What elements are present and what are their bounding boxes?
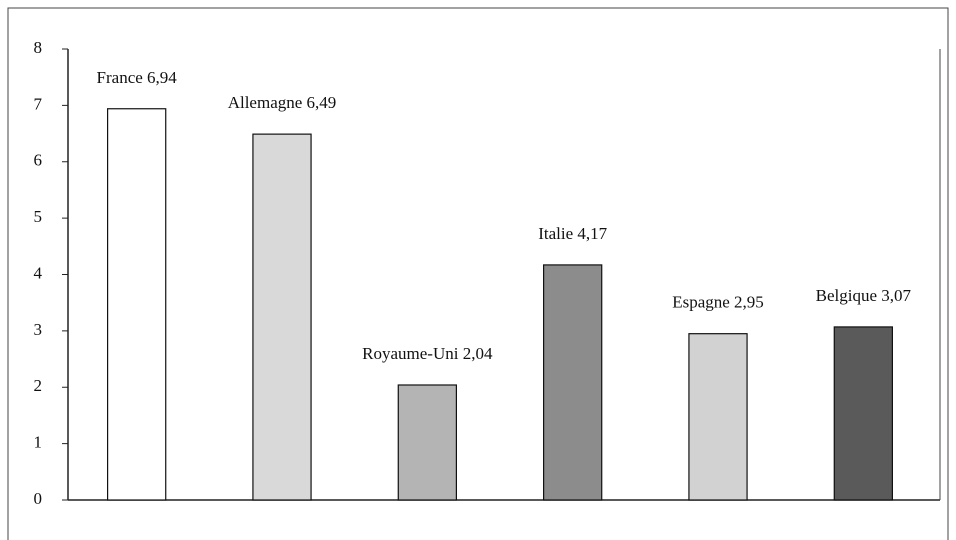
category-label: Royaume-Uni	[362, 344, 459, 363]
y-tick-label: 7	[34, 94, 43, 113]
bar	[397, 384, 457, 501]
bar	[542, 264, 603, 501]
data-label: France 6,94	[97, 68, 178, 87]
value-label: 2,95	[734, 293, 764, 312]
category-label: Belgique	[816, 286, 877, 305]
y-tick-label: 8	[34, 38, 43, 57]
y-tick-label: 1	[34, 433, 43, 452]
data-label: Italie 4,17	[538, 224, 607, 243]
value-label: 6,49	[307, 93, 337, 112]
y-tick-label: 6	[34, 151, 43, 170]
value-label: 2,04	[463, 344, 493, 363]
frame	[7, 7, 949, 540]
bar	[252, 133, 312, 501]
category-label: Allemagne	[228, 93, 303, 112]
data-label: Royaume-Uni 2,04	[362, 344, 493, 363]
y-tick-label: 2	[34, 376, 43, 395]
y-tick-label: 4	[34, 263, 43, 282]
bar	[833, 326, 893, 501]
value-label: 4,17	[577, 224, 607, 243]
value-label: 6,94	[147, 68, 177, 87]
bar	[688, 333, 748, 501]
data-label: Espagne 2,95	[672, 293, 764, 312]
value-label: 3,07	[881, 286, 911, 305]
data-label: Allemagne 6,49	[228, 93, 337, 112]
category-label: Italie	[538, 224, 573, 243]
y-tick-label: 0	[34, 489, 43, 508]
category-label: France	[97, 68, 143, 87]
y-tick-label: 5	[34, 207, 43, 226]
category-label: Espagne	[672, 293, 730, 312]
y-tick-label: 3	[34, 320, 43, 339]
data-label: Belgique 3,07	[816, 286, 912, 305]
bar	[106, 108, 167, 501]
